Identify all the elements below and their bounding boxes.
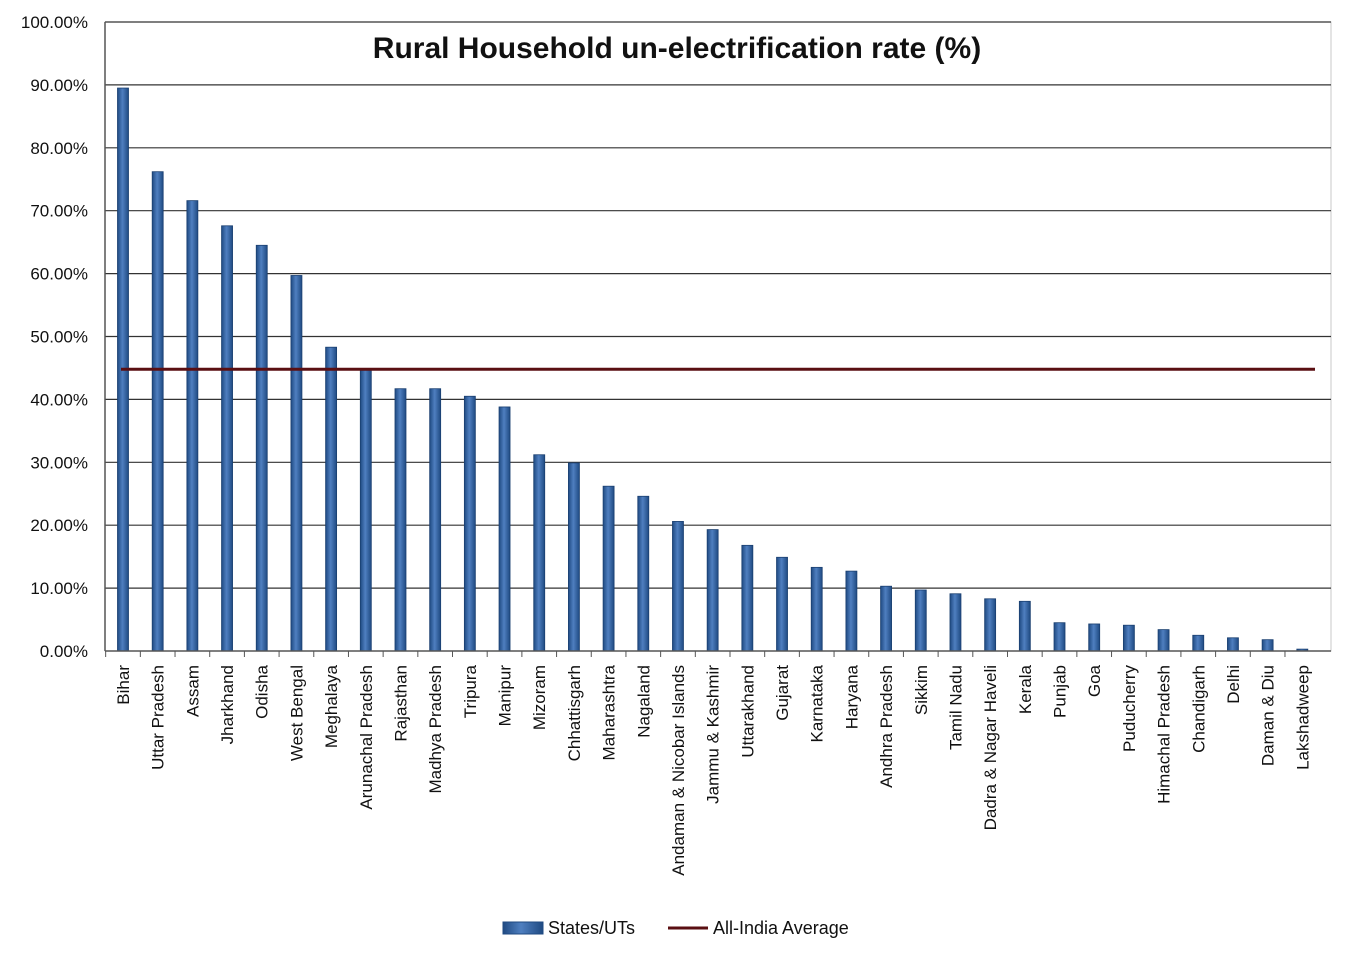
x-tick-label: Gujarat	[773, 665, 792, 721]
bar	[325, 346, 338, 652]
bar	[1018, 600, 1031, 652]
legend-swatch-bars	[502, 921, 544, 935]
y-tick-label: 0.00%	[40, 642, 88, 661]
bar	[186, 200, 199, 652]
x-tick-label: Assam	[183, 665, 202, 717]
x-tick-label: Dadra & Nagar Haveli	[981, 665, 1000, 830]
x-tick-label: Punjab	[1051, 665, 1070, 718]
x-tick-label: Karnataka	[808, 664, 827, 742]
x-tick-label: Delhi	[1224, 665, 1243, 704]
x-tick-label: Chandigarh	[1189, 665, 1208, 753]
legend: States/UTs All-India Average	[502, 918, 849, 938]
x-tick-label: Uttar Pradesh	[149, 665, 168, 770]
y-tick-label: 100.00%	[21, 13, 88, 32]
bar	[1088, 623, 1101, 652]
y-tick-label: 20.00%	[30, 516, 88, 535]
x-tick-label: Andaman & Nicobar Islands	[669, 665, 688, 876]
x-tick-label: Jharkhand	[218, 665, 237, 744]
bar	[602, 485, 615, 652]
x-tick-label: Lakshadweep	[1293, 665, 1312, 770]
x-tick-label: Haryana	[842, 664, 861, 729]
x-tick-label: Chhattisgarh	[565, 665, 584, 761]
x-tick-label: Arunachal Pradesh	[357, 665, 376, 810]
legend-label-bars: States/UTs	[548, 918, 635, 938]
x-tick-label: Tripura	[461, 664, 480, 718]
x-axis-labels: Bihar Uttar Pradesh Assam Jharkhand Odisha We…	[105, 651, 1312, 876]
bar	[359, 368, 372, 652]
x-tick-label: Mizoram	[530, 665, 549, 730]
bar	[984, 598, 997, 652]
x-tick-label: Odisha	[253, 664, 272, 718]
bar	[221, 225, 233, 652]
x-tick-label: Nagaland	[634, 665, 653, 738]
x-tick-label: Maharashtra	[600, 664, 619, 760]
bar	[776, 556, 788, 652]
gridlines	[105, 21, 1331, 589]
x-tick-label: Kerala	[1016, 664, 1035, 714]
bar	[1227, 637, 1239, 652]
x-tick-label: Andhra Pradesh	[877, 665, 896, 788]
x-tick-label: Madhya Pradesh	[426, 665, 445, 794]
x-tick-label: Rajasthan	[391, 665, 410, 742]
x-tick-label: Goa	[1085, 664, 1104, 697]
bar	[255, 244, 268, 652]
bar	[741, 544, 754, 652]
x-tick-label: Uttarakhand	[738, 665, 757, 758]
x-tick-label: Himachal Pradesh	[1155, 665, 1174, 804]
x-tick-label: Sikkim	[912, 665, 931, 715]
x-tick-label: West Bengal	[287, 665, 306, 761]
bar	[1157, 629, 1170, 652]
y-axis-ticks: 0.00% 10.00% 20.00% 30.00% 40.00% 50.00% 60.00…	[21, 13, 88, 661]
x-tick-label: Daman & Diu	[1259, 665, 1278, 766]
chart-title: Rural Household un-electrification rate …	[373, 32, 981, 65]
bar	[151, 171, 164, 652]
bar	[498, 406, 511, 652]
y-tick-label: 90.00%	[30, 76, 88, 95]
y-tick-label: 40.00%	[30, 390, 88, 409]
bar	[533, 454, 546, 652]
bar	[914, 589, 927, 652]
bar	[394, 388, 407, 652]
legend-label-line: All-India Average	[713, 918, 849, 938]
y-tick-label: 10.00%	[30, 579, 88, 598]
bar	[845, 570, 858, 652]
bar	[1122, 624, 1135, 652]
bar	[1053, 622, 1066, 652]
bar	[949, 593, 962, 652]
bar	[810, 566, 823, 652]
bar	[463, 395, 476, 652]
y-tick-label: 70.00%	[30, 202, 88, 221]
y-tick-label: 30.00%	[30, 453, 88, 472]
x-tick-label: Manipur	[496, 665, 515, 727]
bar	[429, 388, 442, 652]
y-tick-label: 80.00%	[30, 139, 88, 158]
x-tick-label: Meghalaya	[322, 664, 341, 748]
bar	[1261, 639, 1274, 652]
bar	[568, 462, 580, 652]
y-tick-label: 60.00%	[30, 265, 88, 284]
x-tick-label: Tamil Nadu	[946, 665, 965, 750]
x-tick-label: Jammu & Kashmir	[704, 665, 723, 804]
bar	[880, 585, 892, 652]
bar	[290, 275, 303, 652]
bar	[637, 495, 650, 652]
x-tick-label: Puducherry	[1120, 665, 1139, 752]
bar	[706, 529, 719, 652]
y-tick-label: 50.00%	[30, 328, 88, 347]
bar	[1192, 634, 1205, 652]
x-tick-label: Bihar	[114, 665, 133, 705]
bar	[672, 521, 684, 652]
